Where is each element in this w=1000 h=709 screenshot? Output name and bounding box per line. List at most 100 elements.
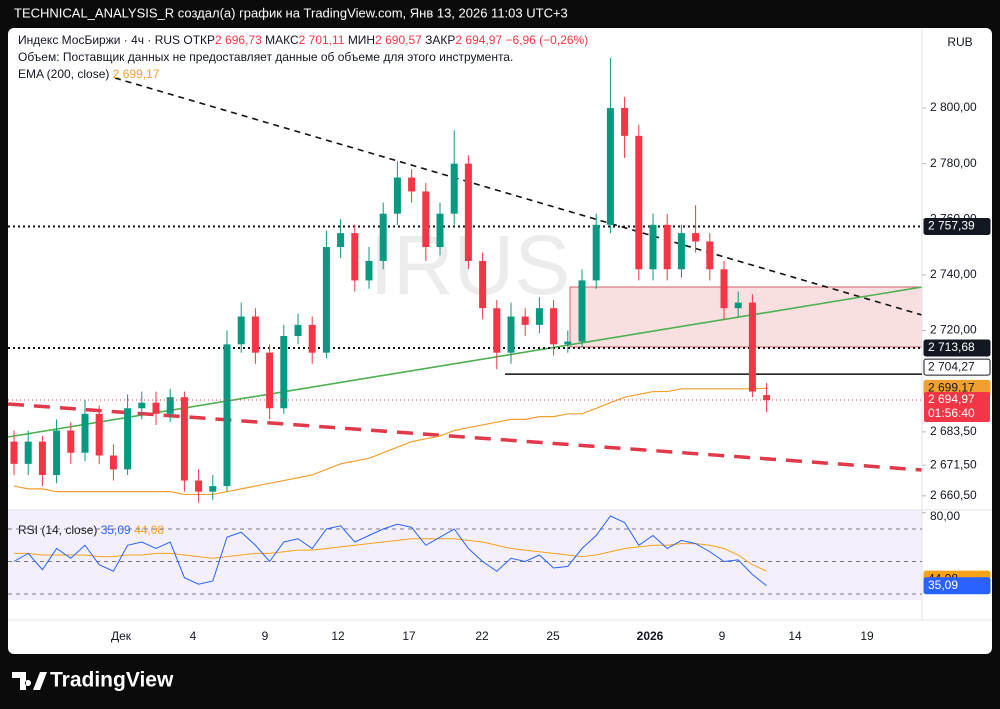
candle-body: [763, 395, 771, 401]
candle-body: [223, 344, 231, 487]
candle-body: [663, 224, 671, 270]
candle-body: [748, 302, 756, 392]
y-tick-label: 2 740,00: [930, 267, 977, 281]
candle-body: [720, 269, 728, 309]
candle-body: [535, 308, 543, 325]
rsi-legend: RSI (14, close) 35,09 44,08: [18, 523, 164, 537]
ema-legend: EMA (200, close) 2 699,17: [18, 67, 160, 81]
candle-body: [393, 177, 401, 214]
level-label-bg: [923, 339, 991, 357]
candle-body: [550, 308, 558, 345]
candle-body: [564, 341, 572, 345]
volume-note: Объем: Поставщик данных не предоставляет…: [18, 50, 513, 64]
candle-body: [450, 163, 458, 214]
candle-body: [521, 316, 529, 325]
candle-body: [67, 430, 75, 453]
candle-body: [677, 233, 685, 270]
x-tick-label: 12: [331, 629, 345, 643]
candle-body: [294, 324, 302, 336]
x-tick-label: Дек: [111, 629, 132, 643]
level-label-bg: [923, 358, 991, 376]
candle-body: [621, 108, 629, 136]
brand-logo: TradingView: [12, 669, 174, 692]
candle-body: [706, 241, 714, 270]
trend-line: [7, 402, 923, 472]
x-tick-label: 4: [190, 629, 197, 643]
candle-body: [337, 233, 345, 248]
candle-body: [251, 316, 259, 353]
x-tick-label: 19: [860, 629, 874, 643]
candle-body: [592, 224, 600, 281]
candle-body: [24, 441, 32, 464]
candle-body: [365, 260, 373, 281]
candle-body: [408, 177, 416, 192]
rsi-line: [13, 515, 767, 587]
level-label: 2 713,68: [928, 340, 975, 354]
x-tick-label: 22: [475, 629, 489, 643]
candle-body: [195, 480, 203, 492]
candle-body: [692, 233, 700, 242]
candle-body: [308, 324, 316, 353]
candle-body: [493, 308, 501, 353]
candle-body: [237, 316, 245, 345]
candle-body: [507, 316, 515, 353]
countdown: 01:56:40: [928, 406, 975, 420]
candle-body: [734, 302, 742, 309]
y-tick-label: 2 800,00: [930, 100, 977, 114]
rsi-tick-label: 80,00: [930, 509, 960, 523]
rsi-label-bg: [923, 577, 991, 595]
ema-line: [13, 387, 767, 496]
candle-body: [578, 280, 586, 342]
last-price-label: 2 694,97: [928, 392, 975, 406]
candle-body: [351, 233, 359, 281]
candle-body: [266, 352, 274, 409]
trend-line: [114, 77, 923, 316]
author-line: TECHNICAL_ANALYSIS_R создал(а) график на…: [14, 5, 568, 20]
candle-body: [379, 213, 387, 261]
rsi-label: 35,09: [928, 578, 958, 592]
x-tick-label: 9: [262, 629, 269, 643]
candle-body: [436, 213, 444, 248]
candle-body: [635, 135, 643, 270]
candle-body: [209, 486, 217, 492]
level-label: 2 757,39: [928, 219, 975, 233]
candle-body: [606, 108, 614, 225]
candle-body: [38, 441, 46, 475]
candle-body: [95, 413, 103, 456]
level-label: 2 704,27: [928, 359, 975, 373]
candle-body: [422, 191, 430, 248]
candle-body: [464, 163, 472, 261]
legend-symbol: Индекс МосБиржи · 4ч · RUS ОТКР2 696,73 …: [18, 33, 588, 47]
level-label-bg: [923, 217, 991, 235]
y-tick-label: 2 671,50: [930, 457, 977, 471]
candle-body: [649, 224, 657, 270]
candle-body: [53, 430, 61, 475]
x-tick-label: 14: [788, 629, 802, 643]
x-tick-label: 25: [546, 629, 560, 643]
rsi-ma-line: [14, 538, 767, 572]
x-tick-label: 2026: [637, 629, 664, 643]
candle-body: [138, 402, 146, 409]
candle-body: [152, 402, 160, 414]
x-tick-label: 17: [402, 629, 416, 643]
y-tick-label: 2 780,00: [930, 156, 977, 170]
y-tick-label: 2 660,50: [930, 488, 977, 502]
candle-body: [479, 260, 487, 309]
candle-body: [124, 408, 132, 470]
y-tick-label: 2 683,50: [930, 424, 977, 438]
rsi-background: [8, 510, 922, 600]
candle-body: [180, 397, 188, 481]
candle-body: [166, 397, 174, 414]
last-price-bg: [924, 392, 990, 423]
candle-body: [280, 335, 288, 409]
currency: RUB: [947, 35, 972, 49]
candle-body: [81, 413, 89, 453]
candle-body: [322, 247, 330, 353]
y-tick-label: 2 720,00: [930, 323, 977, 337]
candle-body: [109, 455, 117, 470]
brand-name: TradingView: [50, 669, 174, 692]
x-tick-label: 9: [719, 629, 726, 643]
ema-label: 2 699,17: [928, 381, 975, 395]
